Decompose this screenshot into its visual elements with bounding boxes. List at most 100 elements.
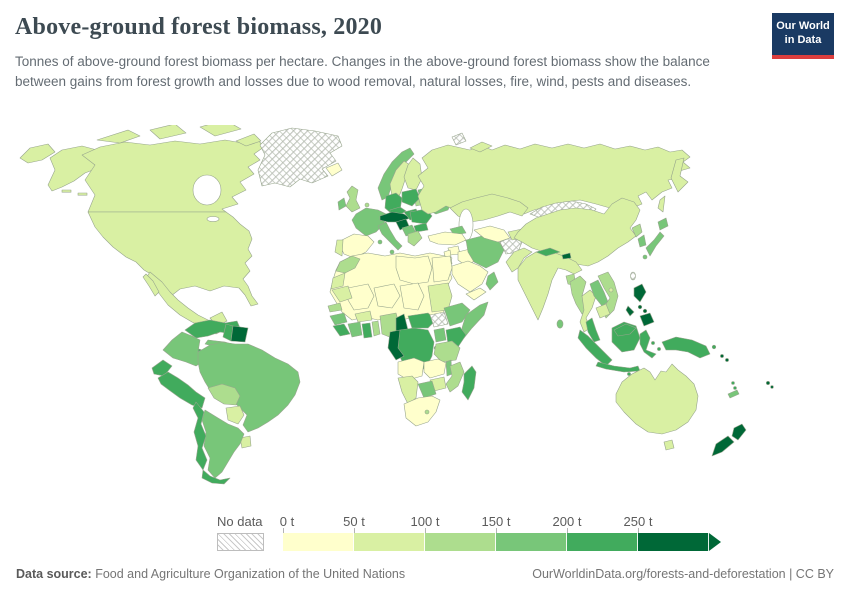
new-zealand-south-island[interactable] xyxy=(711,435,735,457)
country-malaysia-peninsula[interactable] xyxy=(585,317,601,343)
country-tanzania[interactable] xyxy=(433,340,461,363)
country-pakistan[interactable] xyxy=(505,247,533,273)
canada-arctic-island[interactable] xyxy=(199,125,242,137)
japan-kyushu[interactable] xyxy=(642,254,648,260)
country-vanuatu[interactable] xyxy=(731,381,735,385)
country-greenland[interactable] xyxy=(257,127,343,188)
country-south-sudan[interactable] xyxy=(429,311,449,328)
country-ghana[interactable] xyxy=(361,322,373,339)
country-poland[interactable] xyxy=(401,188,421,207)
russia-sakhalin[interactable] xyxy=(657,195,666,213)
indonesia-sumatra[interactable] xyxy=(577,329,613,367)
russia-novaya-zemlya[interactable] xyxy=(469,141,493,153)
country-australia[interactable] xyxy=(615,363,699,435)
country-ireland[interactable] xyxy=(337,197,347,211)
country-nepal[interactable] xyxy=(535,247,561,257)
country-zambia[interactable] xyxy=(423,358,447,379)
indonesia-moluccas[interactable] xyxy=(657,347,661,351)
country-namibia[interactable] xyxy=(397,375,419,405)
country-morocco[interactable] xyxy=(335,255,361,274)
legend-bin-5[interactable] xyxy=(638,533,709,551)
aleutian-islands[interactable] xyxy=(77,192,88,196)
italy-sicily[interactable] xyxy=(389,249,395,255)
legend-bin-4[interactable] xyxy=(567,533,638,551)
legend-bin-0[interactable] xyxy=(283,533,354,551)
country-mozambique[interactable] xyxy=(445,361,465,393)
country-turkey[interactable] xyxy=(427,231,467,246)
italy-sardinia[interactable] xyxy=(377,239,383,245)
malaysia-borneo[interactable] xyxy=(613,323,637,337)
country-russia-chukotka-wrap[interactable] xyxy=(19,143,56,164)
country-netherlands[interactable] xyxy=(364,202,370,208)
country-chile-south[interactable] xyxy=(201,469,231,485)
country-vanuatu[interactable] xyxy=(733,386,737,390)
country-mali[interactable] xyxy=(347,283,375,311)
country-portugal[interactable] xyxy=(334,239,344,257)
country-chad[interactable] xyxy=(399,282,425,311)
no-data-swatch[interactable] xyxy=(217,533,264,551)
mexico-baja[interactable] xyxy=(142,273,160,297)
country-uganda[interactable] xyxy=(433,327,447,343)
country-senegal[interactable] xyxy=(327,302,343,313)
country-guinea[interactable] xyxy=(329,312,348,326)
indonesia-java[interactable] xyxy=(595,361,641,373)
legend-bin-1[interactable] xyxy=(354,533,425,551)
country-libya[interactable] xyxy=(395,255,433,285)
country-iceland[interactable] xyxy=(325,162,343,177)
country-madagascar[interactable] xyxy=(461,365,477,401)
country-sudan[interactable] xyxy=(427,282,453,313)
country-bulgaria[interactable] xyxy=(413,222,429,233)
philippines-luzon[interactable] xyxy=(633,283,647,303)
country-usa[interactable] xyxy=(87,211,259,307)
country-south-africa[interactable] xyxy=(403,395,441,427)
country-central-african-republic[interactable] xyxy=(407,312,437,329)
country-togo-benin[interactable] xyxy=(371,320,381,337)
country-egypt[interactable] xyxy=(431,255,453,283)
country-burkina-faso[interactable] xyxy=(354,310,373,323)
legend-color-bar[interactable] xyxy=(283,533,709,551)
country-south-korea[interactable] xyxy=(637,234,647,248)
owid-logo[interactable]: Our World in Data xyxy=(772,13,834,59)
country-ecuador[interactable] xyxy=(151,359,173,377)
country-peru[interactable] xyxy=(157,371,206,409)
japan-hokkaido[interactable] xyxy=(657,217,669,231)
country-united-kingdom[interactable] xyxy=(345,185,361,213)
country-svalbard[interactable] xyxy=(451,132,467,146)
country-botswana[interactable] xyxy=(417,380,437,399)
country-turkmenistan-uzbekistan[interactable] xyxy=(473,225,511,243)
country-sri-lanka[interactable] xyxy=(556,319,564,329)
country-ivory-coast[interactable] xyxy=(347,321,363,338)
world-choropleth-map[interactable] xyxy=(0,125,850,505)
png-new-britain[interactable] xyxy=(711,344,717,350)
japan-honshu[interactable] xyxy=(645,231,665,257)
country-new-caledonia[interactable] xyxy=(727,389,740,399)
country-cambodia[interactable] xyxy=(595,303,611,319)
country-western-sahara[interactable] xyxy=(330,272,346,290)
country-angola[interactable] xyxy=(397,357,425,381)
country-taiwan[interactable] xyxy=(630,271,636,281)
footer-link-license[interactable]: OurWorldinData.org/forests-and-deforesta… xyxy=(532,567,834,581)
country-fiji[interactable] xyxy=(770,385,774,389)
country-yemen[interactable] xyxy=(465,287,487,301)
country-sierra-leone-liberia[interactable] xyxy=(332,323,351,337)
country-solomon-islands[interactable] xyxy=(725,358,729,362)
legend-bin-3[interactable] xyxy=(496,533,567,551)
philippines-visayas[interactable] xyxy=(642,308,648,314)
country-papua-new-guinea[interactable] xyxy=(661,336,711,359)
country-lesotho[interactable] xyxy=(424,409,430,415)
country-suriname-fr-guiana[interactable] xyxy=(230,325,249,343)
country-italy[interactable] xyxy=(377,221,403,251)
china-hainan[interactable] xyxy=(608,287,614,293)
country-niger[interactable] xyxy=(373,283,401,309)
canada-arctic-island[interactable] xyxy=(235,133,262,147)
country-gabon-congo[interactable] xyxy=(387,329,405,361)
country-north-korea[interactable] xyxy=(631,223,643,238)
country-canada[interactable] xyxy=(81,139,265,213)
country-oman[interactable] xyxy=(485,271,499,291)
country-solomon-islands[interactable] xyxy=(720,354,724,358)
canada-arctic-island[interactable] xyxy=(149,125,187,140)
philippines-visayas[interactable] xyxy=(637,304,643,310)
legend-bin-2[interactable] xyxy=(425,533,496,551)
new-zealand-north-island[interactable] xyxy=(731,423,747,441)
country-greece[interactable] xyxy=(407,230,423,247)
